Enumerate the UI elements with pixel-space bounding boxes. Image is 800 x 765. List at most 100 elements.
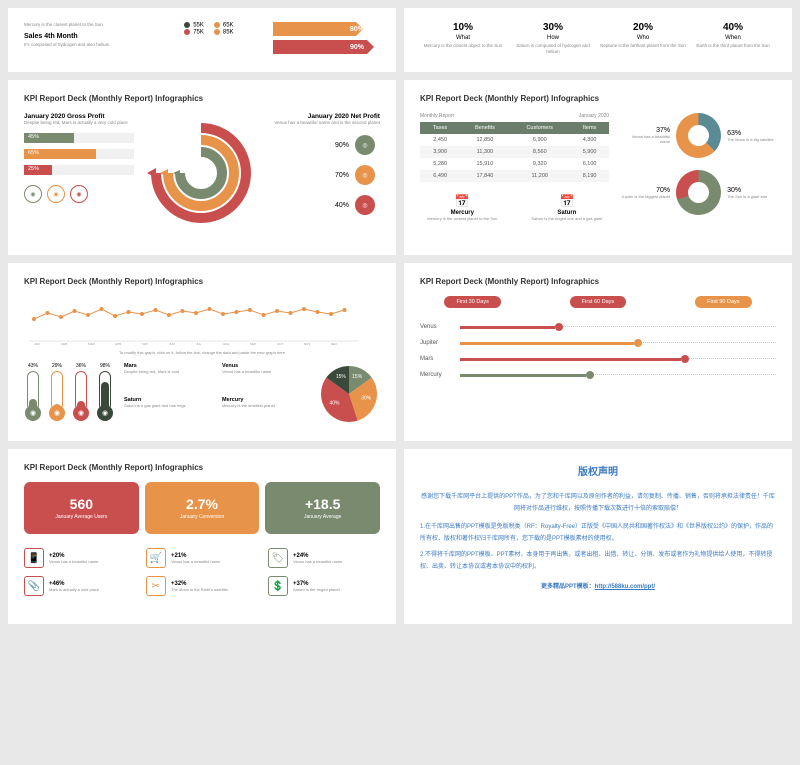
s3-left-desc: Despite being red, Mars is actually a ve… xyxy=(24,120,131,125)
kpi-card: 2.7%January Conversion xyxy=(145,482,260,534)
stat-col: 20%WhoNeptune is the farthest planet fro… xyxy=(600,22,686,55)
s1-arrows: .bar[style*='#e8934a']::after{border-lef… xyxy=(273,22,380,58)
stat-col: 30%HowSaturn is composed of hydrogen and… xyxy=(510,22,596,55)
s1-top-desc: Mercury is the closest planet to the Sun xyxy=(24,22,184,27)
tr: 2,45012,8506,9004,300 xyxy=(420,134,609,146)
legend-item: 65K xyxy=(214,22,234,29)
net-item: 40%◎ xyxy=(273,195,380,215)
icon-circ: ◉ xyxy=(47,185,65,203)
tbl-date: January 2020 xyxy=(579,113,609,119)
hbar: 45% xyxy=(24,133,134,143)
slider-row[interactable]: Mars xyxy=(420,356,776,362)
kpi-item: 🛒+21%Venus has a beautiful name xyxy=(146,548,258,568)
kpi-item: 🏷+24%Venus has a beautiful name xyxy=(268,548,380,568)
svg-text:40%: 40% xyxy=(329,401,340,407)
svg-text:AUG: AUG xyxy=(223,342,230,346)
th: Items xyxy=(570,122,609,134)
btm-item: 📅SaturnSaturn is the ringed one and a ga… xyxy=(525,194,610,221)
svg-text:30%: 30% xyxy=(361,396,372,402)
svg-text:FEB: FEB xyxy=(61,342,67,346)
slide-2: 10%WhatMercury is the closest object to … xyxy=(404,8,792,72)
legend-item: 55K xyxy=(184,22,204,29)
kpi-card: +18.5January Average xyxy=(265,482,380,534)
svg-text:OCT: OCT xyxy=(277,342,284,346)
net-item: 70%◎ xyxy=(273,165,380,185)
slide-6: KPI Report Deck (Monthly Report) Infogra… xyxy=(404,263,792,441)
kpi-item: ✂+32%The Moon is the Earth's satellite xyxy=(146,576,258,596)
thermometer: 36%◉ xyxy=(72,363,90,427)
svg-text:15%: 15% xyxy=(352,374,363,380)
svg-text:JUN: JUN xyxy=(169,342,175,346)
copyright-p2: 1.在千库网出售的PPT模板是免版税类（RF：Royalty-Free）正版受《… xyxy=(420,521,776,545)
slider-row[interactable]: Venus xyxy=(420,324,776,330)
s6-title: KPI Report Deck (Monthly Report) Infogra… xyxy=(420,277,776,286)
net-item: 90%◎ xyxy=(273,135,380,155)
pie-chart: 15% 30% 40% 15% xyxy=(318,363,380,427)
svg-text:MAY: MAY xyxy=(142,342,148,346)
kpi-item: 📎+46%Mars is actually a cold place xyxy=(24,576,136,596)
s5-title: KPI Report Deck (Monthly Report) Infogra… xyxy=(24,277,380,286)
th: Benefits xyxy=(460,122,509,134)
icon-circ: ◉ xyxy=(70,185,88,203)
btm-item: 📅MercuryMercury is the closest planet to… xyxy=(420,194,505,221)
hbar: 25% xyxy=(24,165,134,175)
s4-title: KPI Report Deck (Monthly Report) Infogra… xyxy=(420,94,776,103)
arrow-bar: .bar[style*='#c94e4e']::after{border-lef… xyxy=(273,40,380,54)
line-chart: JANFEBMARAPRMAYJUNJULAUGSEPOCTNOVDEC xyxy=(24,296,364,346)
th: Customers xyxy=(510,122,570,134)
slide-3: KPI Report Deck (Monthly Report) Infogra… xyxy=(8,80,396,255)
s4-table: TaxesBenefitsCustomersItems2,45012,8506,… xyxy=(420,122,609,182)
tr: 5,28015,9109,3206,100 xyxy=(420,158,609,170)
s1-legend: 55K65K75K85K xyxy=(184,22,273,58)
planet-item: VenusVenus has a beautiful name xyxy=(222,363,308,393)
donut-row: 37%Venus has a beautiful name 63%The Moo… xyxy=(621,113,776,158)
planet-item: SaturnSaturn is a gas giant and has ring… xyxy=(124,397,210,427)
planet-item: MercuryMercury is the smallest planet xyxy=(222,397,308,427)
line-note: To modify this graph, click on it, follo… xyxy=(24,350,380,355)
s3-left-title: January 2020 Gross Profit xyxy=(24,113,131,120)
s3-right-title: January 2020 Net Profit xyxy=(273,113,380,120)
pill[interactable]: First 30 Days xyxy=(444,296,500,308)
thermometer: 98%◉ xyxy=(96,363,114,427)
link-url[interactable]: http://588ku.com/ppt/ xyxy=(595,584,655,590)
slide-1: Mercury is the closest planet to the Sun… xyxy=(8,8,396,72)
tr: 3,90011,3008,5605,900 xyxy=(420,146,609,158)
copyright-p1: 感谢您下载千库网平台上提供的PPT作品，为了您和千库网以及原创作者的利益，请勿复… xyxy=(420,491,776,515)
slider-row[interactable]: Jupiter xyxy=(420,340,776,346)
svg-text:JUL: JUL xyxy=(196,342,202,346)
slider-row[interactable]: Mercury xyxy=(420,372,776,378)
slide-8: 版权声明 感谢您下载千库网平台上提供的PPT作品，为了您和千库网以及原创作者的利… xyxy=(404,449,792,624)
thermometer: 43%◉ xyxy=(24,363,42,427)
svg-text:DEC: DEC xyxy=(331,342,338,346)
svg-text:MAR: MAR xyxy=(88,342,96,346)
svg-text:JAN: JAN xyxy=(34,342,40,346)
kpi-item: 📱+20%Venus has a beautiful name xyxy=(24,548,136,568)
s7-title: KPI Report Deck (Monthly Report) Infogra… xyxy=(24,463,380,472)
donut-row: 70%Jupiter is the biggest planet 30%The … xyxy=(621,170,776,215)
icon-circ: ◉ xyxy=(24,185,42,203)
arrow-bar: .bar[style*='#e8934a']::after{border-lef… xyxy=(273,22,380,36)
thermometer: 29%◉ xyxy=(48,363,66,427)
s3-title: KPI Report Deck (Monthly Report) Infogra… xyxy=(24,94,380,103)
slide-7: KPI Report Deck (Monthly Report) Infogra… xyxy=(8,449,396,624)
s3-rings xyxy=(131,113,273,233)
tbl-title: Monthly Report xyxy=(420,113,454,119)
copyright-title: 版权声明 xyxy=(420,463,776,483)
svg-text:15%: 15% xyxy=(336,374,347,380)
kpi-item: 💲+37%Saturn is the ringed planet xyxy=(268,576,380,596)
s3-right-desc: Venus has a beautiful name and is the se… xyxy=(273,120,380,125)
kpi-card: 560January Average Users xyxy=(24,482,139,534)
s1-left-label: Sales 4th Month xyxy=(24,33,184,40)
tr: 6,49017,84011,2008,190 xyxy=(420,170,609,182)
stat-col: 40%WhenEarth is the third planet from th… xyxy=(690,22,776,55)
s2-stats: 10%WhatMercury is the closest object to … xyxy=(420,22,776,55)
copyright-p3: 2.不得将千库网的PPT模板、PPT素材，本身用于再出售，或者出租、出借、转让、… xyxy=(420,549,776,573)
svg-text:NOV: NOV xyxy=(304,342,311,346)
pill[interactable]: First 90 Days xyxy=(695,296,751,308)
slide-4: KPI Report Deck (Monthly Report) Infogra… xyxy=(404,80,792,255)
stat-col: 10%WhatMercury is the closest object to … xyxy=(420,22,506,55)
svg-text:SEP: SEP xyxy=(250,342,256,346)
pill[interactable]: First 60 Days xyxy=(570,296,626,308)
planet-item: MarsDespite being red, Mars is cold xyxy=(124,363,210,393)
slide-5: KPI Report Deck (Monthly Report) Infogra… xyxy=(8,263,396,441)
